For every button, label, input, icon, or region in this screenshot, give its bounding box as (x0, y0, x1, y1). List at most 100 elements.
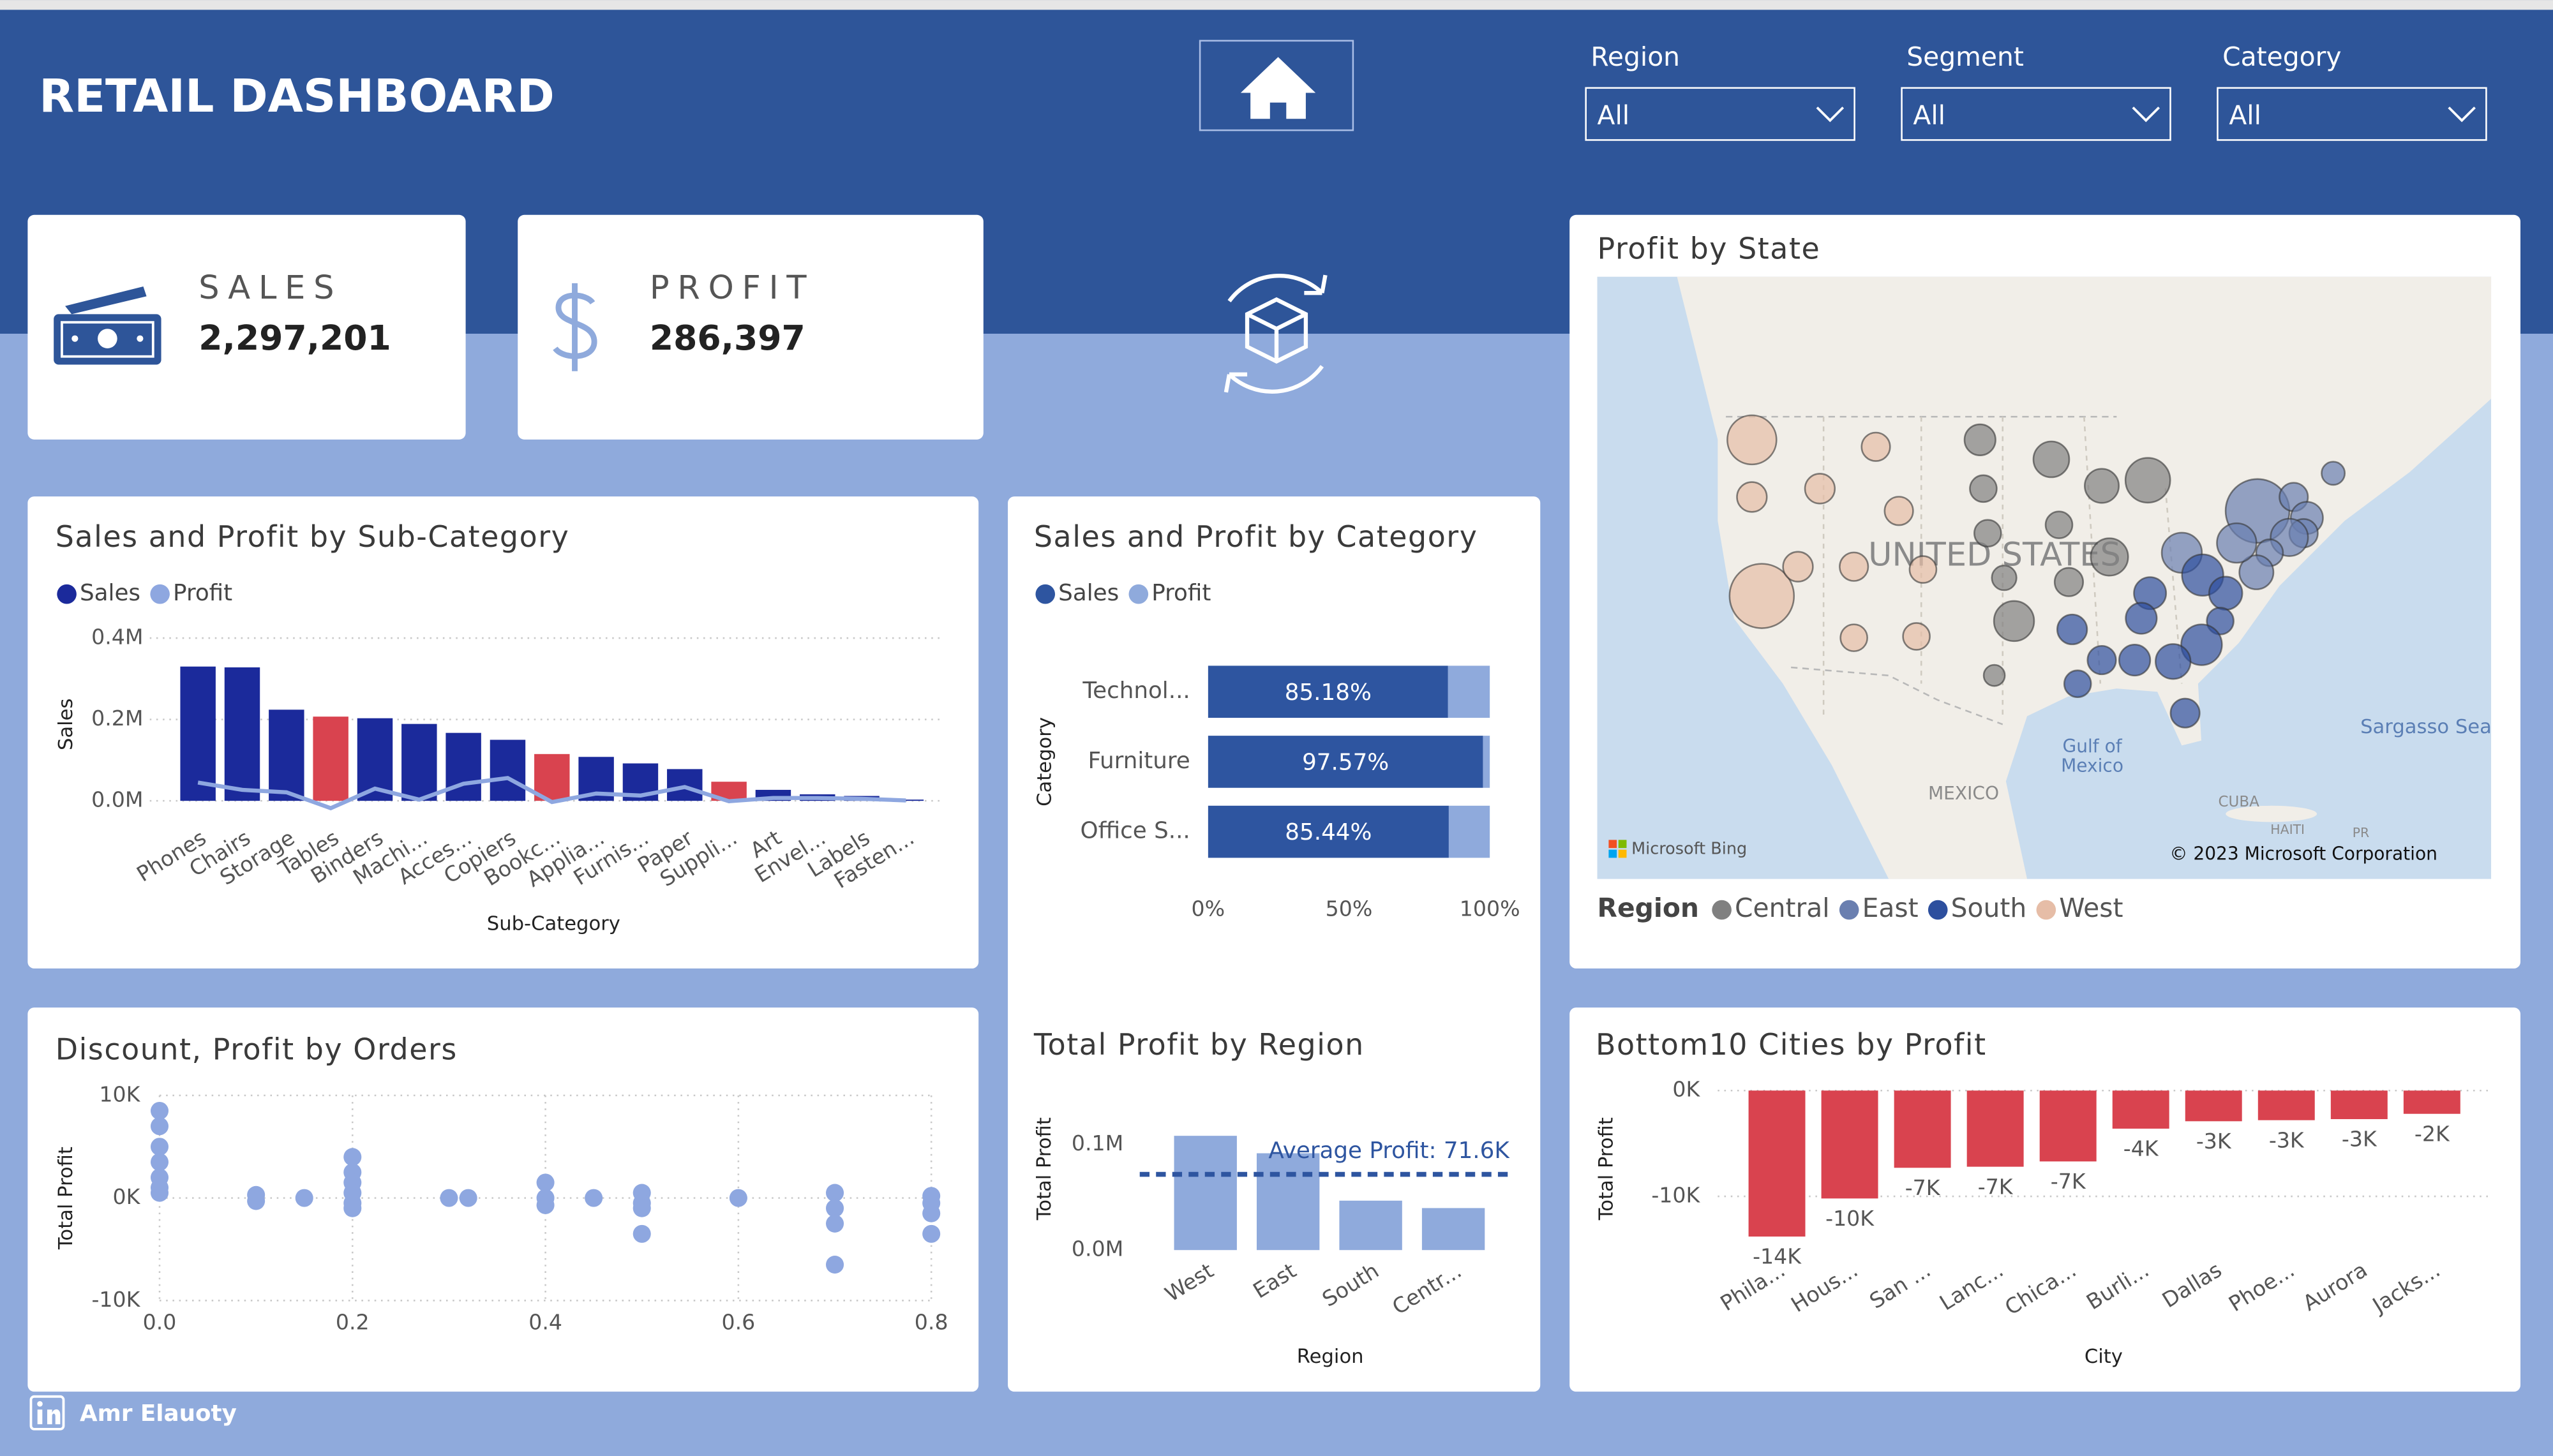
legend-label: Central (1735, 893, 1830, 923)
state-bubble (2118, 643, 2152, 677)
attribution: Microsoft Bing (1631, 840, 1747, 859)
point (150, 1117, 169, 1136)
legend-label: West (2059, 893, 2123, 923)
y-tick-label: 0K (113, 1184, 141, 1209)
state-bubble (2155, 643, 2192, 680)
state-bubble (1991, 565, 2018, 591)
state-bubble (1782, 551, 1814, 583)
kpi-card (27, 214, 466, 440)
chart-title: Bottom10 Cities by Profit (1596, 1027, 1987, 1062)
kpi-value: 2,297,201 (198, 318, 391, 358)
bar (401, 724, 437, 801)
value-label: -3K (2269, 1127, 2305, 1152)
state-bubble (2125, 602, 2158, 635)
legend-label: Sales (1058, 580, 1119, 606)
point (826, 1214, 844, 1233)
bar-segment (1448, 805, 1490, 858)
x-tick-label: 0.4 (528, 1310, 562, 1335)
point (826, 1184, 844, 1202)
point (150, 1138, 169, 1156)
home-box[interactable] (1199, 40, 1354, 131)
y-tick-label: 0.1M (1072, 1131, 1123, 1155)
bar (1256, 1153, 1320, 1251)
bar (224, 667, 260, 801)
chevron[interactable] (2448, 107, 2476, 123)
bing-logo (1618, 840, 1627, 849)
y-tick-label: 0.0M (91, 787, 143, 812)
state-bubble (1726, 414, 1778, 466)
point (295, 1189, 313, 1207)
state-bubble (1969, 474, 1998, 503)
legend-marker (1928, 900, 1948, 920)
map-label: HAITI (2270, 822, 2305, 837)
point (343, 1148, 362, 1166)
x-axis-title: City (2085, 1346, 2123, 1368)
filter-value[interactable]: All (1913, 100, 1945, 131)
filter-box[interactable] (1901, 87, 2171, 141)
y-tick-label: 0K (1672, 1077, 1700, 1102)
filter-value[interactable]: All (2229, 100, 2261, 131)
value-label: -7K (2051, 1169, 2086, 1194)
chevron[interactable] (2132, 107, 2160, 123)
bar (2112, 1090, 2169, 1129)
state-bubble (1728, 563, 1795, 629)
x-tick-label: 0.6 (722, 1310, 756, 1335)
state-bubble (2044, 510, 2074, 539)
bar (1821, 1090, 1878, 1199)
bar (490, 739, 526, 801)
point (633, 1199, 651, 1217)
bar (1966, 1090, 2024, 1167)
state-bubble (1860, 431, 1891, 462)
profit-line (197, 776, 906, 811)
home-icon[interactable] (1240, 57, 1316, 119)
state-bubble (1908, 555, 1938, 584)
bar (2330, 1090, 2388, 1120)
filter-value[interactable]: All (1598, 100, 1630, 131)
x-tick-label: 0.2 (336, 1310, 370, 1335)
legend-marker (1128, 584, 1149, 604)
bar-segment (1448, 665, 1490, 718)
filter-box[interactable] (1585, 87, 1855, 141)
state-bubble (2180, 623, 2223, 666)
map-base (1597, 276, 2492, 879)
legend-marker (1712, 900, 1732, 920)
point (150, 1153, 169, 1171)
legend-label: Profit (1151, 580, 1211, 606)
filter-label: Category (2222, 41, 2341, 72)
point (585, 1189, 603, 1207)
legend-label: Sales (80, 580, 140, 606)
bar (1421, 1208, 1485, 1251)
bar (445, 732, 481, 801)
y-tick-label: 0.4M (91, 625, 143, 650)
bing-logo (1618, 849, 1627, 858)
x-axis-title: Region (1297, 1346, 1364, 1368)
bar (1894, 1090, 1951, 1168)
state-bubble (2084, 468, 2120, 504)
y-tick-label: Furniture (1088, 748, 1190, 774)
legend-label: Profit (173, 580, 232, 606)
chart-title: Discount, Profit by Orders (56, 1032, 458, 1067)
home-button[interactable] (1199, 40, 1354, 131)
y-tick-label: -10K (1651, 1183, 1700, 1208)
value-label: -2K (2414, 1121, 2450, 1146)
map-label: PR (2353, 825, 2369, 840)
author: Amr Elauoty (80, 1400, 237, 1427)
point (922, 1204, 941, 1222)
map-label: Gulf of (2062, 736, 2122, 757)
point (150, 1101, 169, 1120)
point (729, 1189, 747, 1207)
bar-segment (1483, 736, 1490, 788)
bar (1339, 1200, 1402, 1251)
value-label: -4K (2123, 1136, 2159, 1161)
legend-title: Region (1598, 893, 1699, 923)
value-label: 85.44% (1285, 819, 1372, 845)
y-tick-label: 0.0M (1072, 1237, 1123, 1261)
average-label: Average Profit: 71.6K (1268, 1138, 1510, 1164)
filter-box[interactable] (2217, 87, 2487, 141)
x-tick-label: 100% (1460, 896, 1520, 921)
state-bubble (2063, 669, 2092, 699)
map-label: MEXICO (1928, 783, 1999, 804)
point (633, 1224, 651, 1243)
chevron[interactable] (1816, 107, 1845, 123)
